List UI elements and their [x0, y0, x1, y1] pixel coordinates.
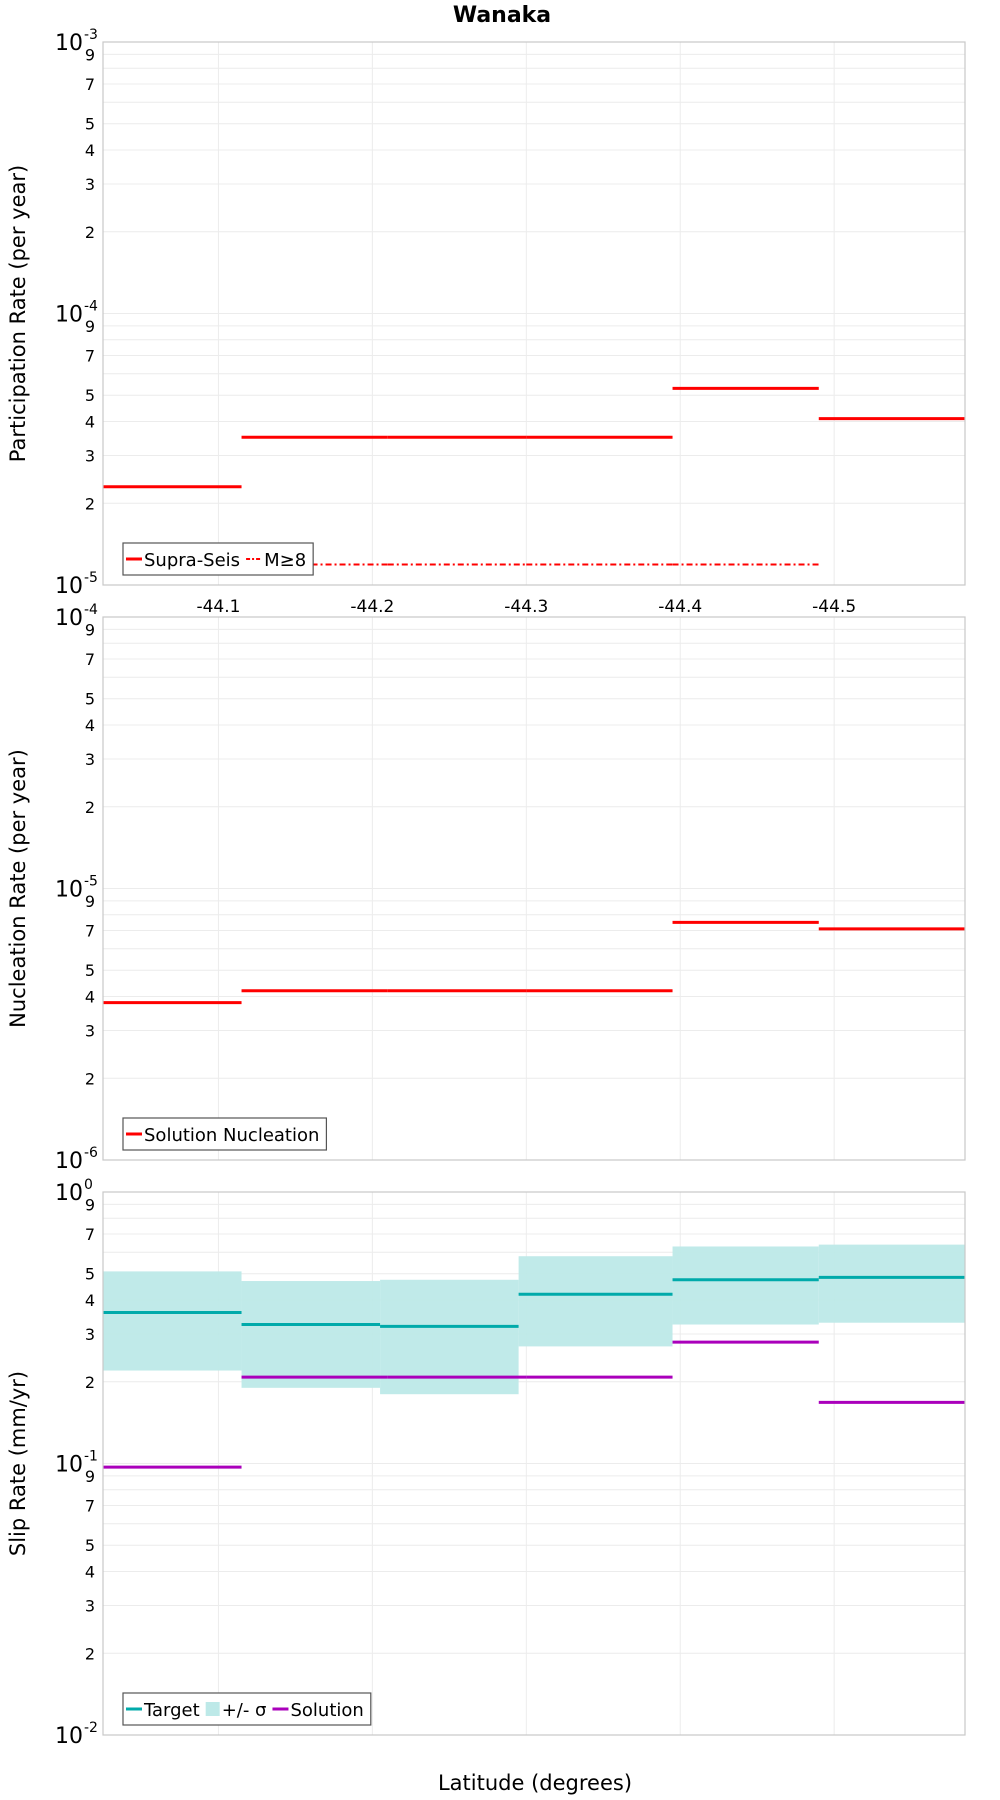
y-major-tick-label: 10 [55, 1453, 83, 1478]
y-minor-tick-label: 2 [85, 494, 95, 513]
sigma-band-segment [103, 1271, 242, 1371]
y-tick-exponent: -5 [84, 570, 98, 586]
y-minor-tick-label: 7 [85, 650, 95, 669]
y-tick-exponent: -5 [84, 874, 98, 890]
y-minor-tick-label: 3 [85, 446, 95, 465]
y-minor-tick-label: 9 [85, 1195, 95, 1214]
plot-border [102, 1191, 966, 1736]
y-minor-tick-label: 7 [85, 75, 95, 94]
y-minor-tick-label: 7 [85, 347, 95, 366]
y-minor-tick-label: 7 [85, 922, 95, 941]
y-minor-tick-label: 2 [85, 1069, 95, 1088]
y-axis-label: Slip Rate (mm/yr) [6, 1371, 30, 1556]
sigma-band-segment [818, 1244, 965, 1323]
x-axis-label: Latitude (degrees) [438, 1771, 632, 1795]
y-minor-tick-label: 3 [85, 175, 95, 194]
legend-box [122, 1692, 372, 1726]
y-minor-tick-label: 4 [85, 988, 95, 1007]
y-minor-tick-label: 9 [85, 45, 95, 64]
y-minor-tick-label: 4 [85, 1563, 95, 1582]
y-tick-exponent: -3 [84, 27, 98, 43]
series-solution-nucleation [103, 920, 965, 1005]
y-minor-tick-label: 3 [85, 1596, 95, 1615]
y-minor-tick-label: 2 [85, 1644, 95, 1663]
y-tick-exponent: -4 [84, 299, 98, 315]
y-minor-tick-label: 5 [85, 961, 95, 980]
sigma-band-segment [672, 1246, 819, 1325]
y-minor-tick-label: 5 [85, 1265, 95, 1284]
x-tick-label: -44.5 [812, 597, 856, 617]
y-minor-tick-label: 9 [85, 1467, 95, 1486]
legend-label: Solution [290, 1700, 363, 1721]
legend-label: Target [143, 1700, 200, 1721]
legend-box [122, 1117, 328, 1151]
y-tick-exponent: -6 [84, 1145, 98, 1161]
legend: Target +/- σ Solution [122, 1692, 372, 1726]
y-minor-tick-label: 3 [85, 1021, 95, 1040]
legend: Solution Nucleation [122, 1117, 328, 1151]
series-supra-seis [103, 386, 965, 489]
y-minor-tick-label: 7 [85, 1225, 95, 1244]
y-major-tick-label: 10 [55, 1181, 83, 1206]
y-minor-tick-label: 2 [85, 223, 95, 242]
y-tick-exponent: 0 [84, 1177, 93, 1193]
y-major-tick-label: 10 [55, 303, 83, 328]
plot-border [102, 41, 966, 586]
y-tick-exponent: -1 [84, 1449, 98, 1465]
y-minor-tick-label: 4 [85, 141, 95, 160]
y-minor-tick-label: 9 [85, 620, 95, 639]
y-minor-tick-label: 9 [85, 892, 95, 911]
sigma-band [103, 1244, 965, 1395]
y-minor-tick-label: 7 [85, 1497, 95, 1516]
grid-lines [103, 616, 965, 1161]
y-minor-tick-label: 2 [85, 798, 95, 817]
y-major-tick-label: 10 [55, 878, 83, 903]
y-minor-tick-label: 5 [85, 1536, 95, 1555]
y-minor-tick-label: 3 [85, 750, 95, 769]
y-major-tick-label: 10 [55, 1149, 83, 1174]
y-minor-tick-label: 2 [85, 1373, 95, 1392]
y-major-tick-label: 10 [55, 31, 83, 56]
sigma-band-segment [241, 1281, 381, 1388]
legend-label: +/- σ [222, 1700, 267, 1721]
y-minor-tick-label: 3 [85, 1325, 95, 1344]
y-tick-exponent: -4 [84, 602, 98, 618]
grid-lines [103, 41, 965, 586]
y-major-tick-label: 10 [55, 574, 83, 599]
legend-swatch-sigma [205, 1702, 220, 1716]
x-tick-label: -44.4 [658, 597, 702, 617]
chart-title: Wanaka [453, 3, 551, 28]
y-minor-tick-label: 5 [85, 115, 95, 134]
legend-label: M≥8 [264, 550, 306, 571]
y-minor-tick-label: 5 [85, 690, 95, 709]
y-minor-tick-label: 4 [85, 413, 95, 432]
x-tick-label: -44.1 [196, 597, 240, 617]
series-solution [103, 1340, 965, 1469]
y-tick-exponent: -2 [84, 1720, 98, 1736]
x-tick-label: -44.3 [504, 597, 548, 617]
y-major-tick-label: 10 [55, 1724, 83, 1749]
legend: Supra-Seis M≥8 [122, 542, 314, 576]
y-major-tick-label: 10 [55, 606, 83, 631]
plot-border [102, 616, 966, 1161]
series-target [103, 1275, 965, 1328]
y-axis-label: Nucleation Rate (per year) [6, 749, 30, 1028]
x-tick-label: -44.2 [350, 597, 394, 617]
y-minor-tick-label: 9 [85, 317, 95, 336]
y-minor-tick-label: 4 [85, 716, 95, 735]
legend-label: Solution Nucleation [144, 1125, 319, 1146]
y-axis-label: Participation Rate (per year) [6, 165, 30, 462]
y-minor-tick-label: 4 [85, 1291, 95, 1310]
sigma-band-segment [518, 1256, 673, 1347]
sigma-band-segment [380, 1279, 519, 1395]
legend-box [122, 542, 314, 576]
legend-label: Supra-Seis [144, 550, 240, 571]
y-minor-tick-label: 5 [85, 386, 95, 405]
